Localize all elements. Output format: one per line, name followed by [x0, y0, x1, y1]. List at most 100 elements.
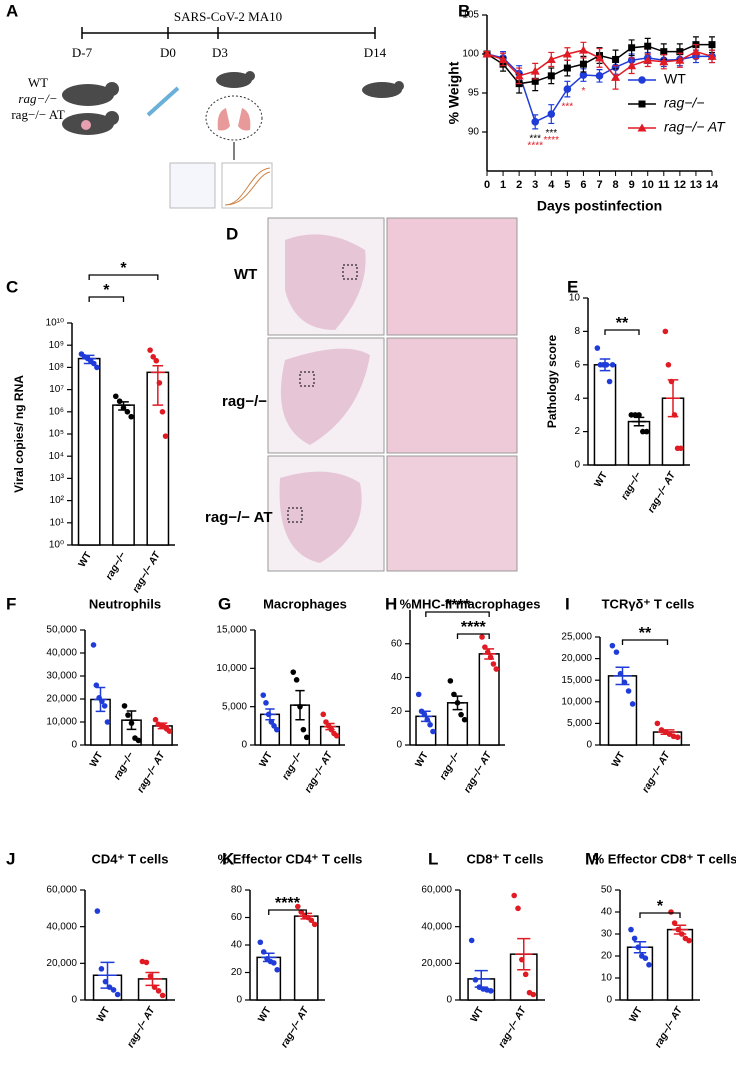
marker [562, 49, 572, 58]
group-label: rag−/− AT [11, 107, 64, 122]
x-tick-label: 10 [642, 179, 654, 191]
marker [498, 54, 508, 63]
x-tick-label: 12 [674, 179, 686, 191]
panel-label: E [567, 277, 578, 296]
marker [691, 47, 701, 56]
data-point [640, 428, 646, 435]
x-tick-label: rag−/− AT [640, 750, 672, 795]
row-label: WT [234, 266, 257, 283]
y-tick-label: 50 [601, 885, 613, 896]
data-point [594, 345, 601, 351]
data-point [102, 978, 109, 985]
panel-label: J [6, 849, 15, 868]
data-point [613, 649, 620, 655]
legend-label: rag−/− [664, 95, 704, 111]
x-tick-label: rag−/− [280, 750, 305, 782]
y-axis-label: % Weight [446, 61, 462, 124]
x-tick-label: WT [256, 1005, 273, 1024]
data-point [628, 412, 635, 418]
marker [660, 48, 668, 56]
data-point [519, 956, 525, 963]
data-point [490, 661, 497, 667]
significance-label: **** [445, 597, 471, 614]
y-tick-label: 90 [468, 127, 480, 138]
significance-label: * [657, 898, 664, 915]
data-point [303, 734, 310, 741]
day-label: D-7 [72, 45, 93, 60]
x-tick-label: rag−/− AT [462, 750, 494, 795]
marker [578, 45, 588, 54]
data-point [257, 939, 264, 946]
data-point [662, 328, 669, 335]
data-point [686, 937, 692, 944]
y-tick-label: 10¹ [50, 517, 65, 528]
significance-bracket [88, 274, 159, 280]
data-point [487, 654, 494, 661]
data-point [530, 991, 537, 998]
data-point [135, 737, 142, 744]
data-point [290, 669, 297, 675]
x-tick-label: rag−/− AT [135, 750, 167, 795]
data-point [271, 960, 277, 966]
data-point [668, 909, 674, 915]
data-point [94, 908, 101, 914]
error-bar [613, 666, 632, 686]
significance-bracket [604, 329, 640, 335]
pipette [146, 86, 180, 117]
x-tick-label: 0 [484, 179, 490, 191]
data-point [260, 949, 267, 955]
marker [482, 49, 492, 58]
data-point [642, 955, 649, 961]
marker [531, 118, 540, 126]
data-point [274, 966, 280, 973]
x-tick-label: 3 [532, 179, 538, 191]
x-tick-label: WT [610, 750, 627, 769]
data-point [162, 433, 169, 439]
panel-label: L [428, 849, 438, 868]
y-tick-label: 0 [396, 740, 402, 751]
data-point [128, 413, 135, 420]
data-point [128, 720, 135, 726]
significance-label: ** [616, 315, 629, 332]
data-point [114, 991, 121, 998]
data-point [159, 409, 166, 415]
x-tick-label: 7 [596, 179, 602, 191]
y-tick-label: 95 [468, 88, 480, 99]
marker [546, 54, 556, 63]
bar [607, 675, 638, 746]
significance-bracket [425, 611, 490, 617]
data-point [484, 649, 491, 655]
data-point [671, 412, 678, 418]
chart-title: %MHC-II macrophages [400, 596, 541, 611]
legend-marker [638, 100, 646, 108]
panel-label: G [218, 594, 231, 613]
x-tick-label: rag−/− AT [653, 1005, 685, 1050]
flow-plot [169, 162, 216, 209]
data-point [116, 398, 123, 405]
data-point [479, 634, 485, 640]
y-tick-label: 10⁴ [49, 451, 64, 462]
significance-label: * [120, 260, 127, 277]
y-tick-label: 20,000 [46, 958, 77, 969]
marker [612, 55, 620, 63]
x-tick-label: rag−/− [112, 750, 137, 782]
y-tick-label: 0 [71, 995, 77, 1006]
y-tick-label: 0 [574, 460, 580, 471]
y-tick-label: 20,000 [46, 694, 77, 705]
y-tick-label: 40,000 [46, 921, 77, 932]
panel-label: M [585, 849, 599, 868]
y-tick-label: 10,000 [216, 663, 247, 674]
data-point [617, 670, 624, 677]
data-point [625, 688, 632, 694]
y-axis-label: Viral copies/ ng RNA [12, 375, 26, 493]
y-tick-label: 0 [446, 995, 452, 1006]
marker [595, 53, 604, 62]
y-tick-label: 10⁵ [49, 429, 64, 440]
x-tick-label: 14 [706, 179, 719, 191]
x-tick-label: 13 [690, 179, 702, 191]
y-tick-label: 15,000 [561, 675, 592, 686]
chart-title: CD4⁺ T cells [92, 851, 169, 866]
panel-label: H [385, 594, 397, 613]
y-tick-label: 105 [462, 10, 479, 21]
y-tick-label: 2 [574, 426, 580, 437]
